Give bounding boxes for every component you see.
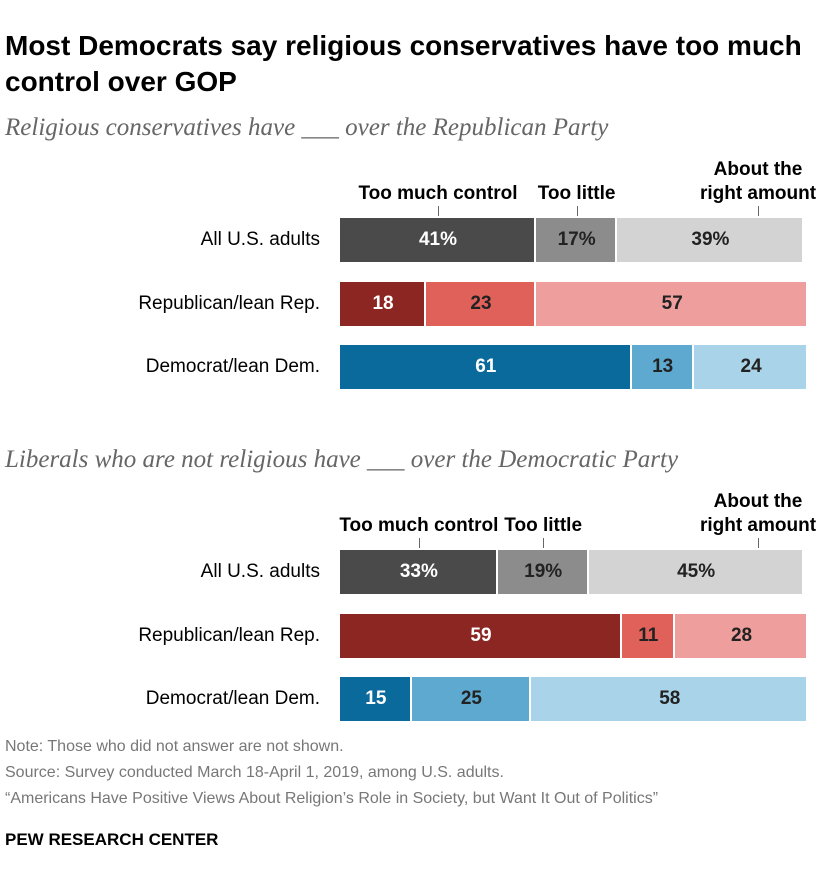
- bar-segment: [617, 218, 802, 262]
- value-label: 23: [470, 292, 492, 314]
- note: “Americans Have Positive Views About Rel…: [5, 790, 659, 807]
- legend-tick: [576, 206, 578, 216]
- value-label: 28: [730, 624, 753, 646]
- category-label: Republican/lean Rep.: [138, 292, 320, 314]
- legend-label: About the right amount: [699, 159, 817, 204]
- bar-segment: [340, 281, 425, 326]
- bar-segment: [340, 345, 630, 389]
- value-label: 45%: [677, 561, 716, 582]
- value-label: 17%: [557, 229, 596, 250]
- category-label: All U.S. adults: [200, 561, 320, 582]
- value-label: 24: [740, 356, 762, 377]
- bar-segment: [531, 677, 807, 721]
- legend-tick: [418, 538, 420, 548]
- value-label: 33%: [399, 561, 438, 582]
- legend-tick: [543, 538, 545, 548]
- bar-segment: [340, 677, 410, 721]
- bar-segment: [340, 550, 496, 594]
- panel-subtitle: Liberals who are not religious have ___ …: [5, 446, 679, 473]
- legend-label: Too little: [504, 515, 583, 536]
- note: Note: Those who did not answer are not s…: [5, 738, 344, 755]
- legend-label: Too little: [537, 183, 616, 204]
- bar-segment: [674, 613, 807, 658]
- value-label: 57: [661, 292, 683, 314]
- value-label: 39%: [691, 229, 730, 250]
- bar-segment: [535, 218, 616, 262]
- legend-tick: [758, 206, 759, 216]
- value-label: 13: [652, 356, 674, 377]
- legend-tick: [437, 206, 439, 216]
- legend-tick: [758, 538, 759, 548]
- bar-segment: [588, 550, 802, 594]
- category-label: Democrat/lean Dem.: [145, 356, 320, 377]
- bar-segment: [340, 613, 621, 658]
- chart-title: Most Democrats say religious conservativ…: [5, 30, 802, 97]
- value-label: 41%: [418, 229, 457, 250]
- note: Source: Survey conducted March 18-April …: [5, 764, 504, 781]
- bar-segment: [535, 281, 807, 326]
- bar-segment: [693, 345, 807, 389]
- panel-subtitle: Religious conservatives have ___ over th…: [5, 114, 609, 141]
- value-label: 18: [372, 292, 394, 314]
- value-label: 15: [365, 688, 387, 709]
- value-label: 61: [475, 356, 497, 377]
- category-label: All U.S. adults: [200, 229, 320, 250]
- value-label: 19%: [524, 561, 563, 582]
- legend-label: About the right amount: [699, 491, 817, 536]
- bar-segment: [426, 281, 534, 326]
- value-label: 25: [460, 688, 483, 709]
- bar-segment: [622, 613, 673, 658]
- source-org: PEW RESEARCH CENTER: [5, 830, 219, 849]
- legend-label: Too much control: [339, 515, 499, 536]
- value-label: 11: [638, 624, 659, 646]
- bar-segment: [497, 550, 587, 594]
- category-label: Republican/lean Rep.: [138, 624, 320, 646]
- value-label: 58: [659, 688, 681, 709]
- bar-segment: [340, 218, 534, 262]
- bar-segment: [631, 345, 692, 389]
- value-label: 59: [470, 624, 492, 646]
- category-label: Democrat/lean Dem.: [145, 688, 320, 709]
- legend-label: Too much control: [358, 183, 518, 204]
- bar-segment: [411, 677, 530, 721]
